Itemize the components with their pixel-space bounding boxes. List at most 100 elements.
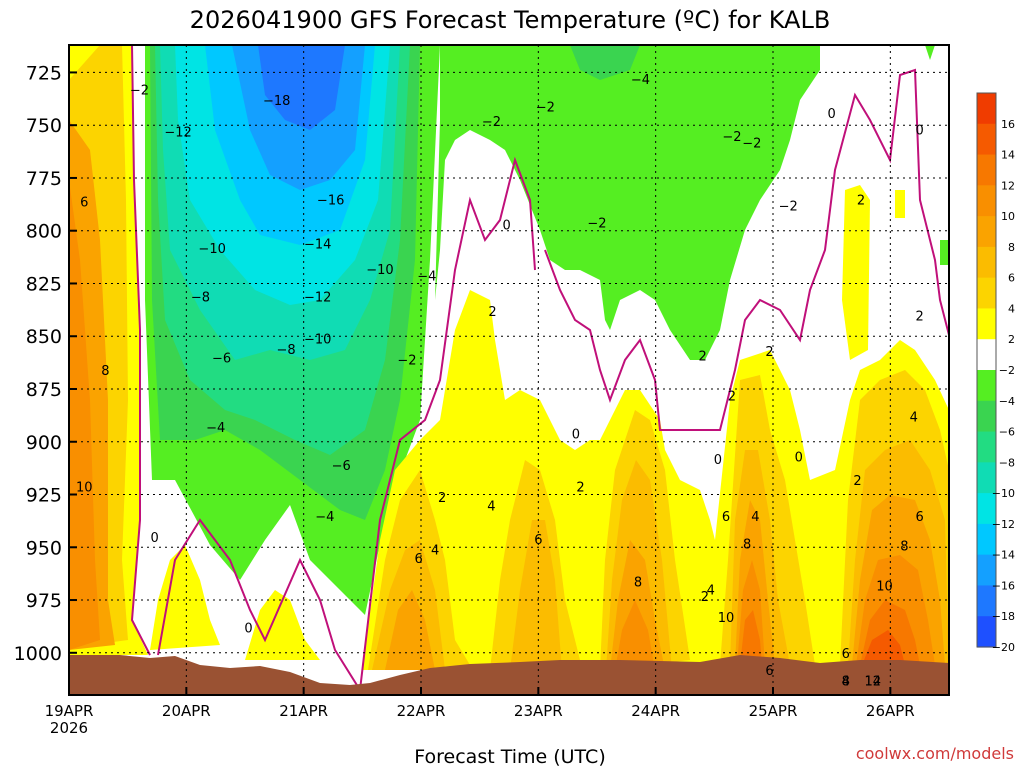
warm-region-west-10 — [69, 180, 100, 650]
x-tick-label: 19APR — [45, 702, 94, 720]
warm-lobe-14 — [862, 630, 905, 665]
colorbar-band — [977, 185, 996, 217]
colorbar: 16 14 12 10 8 6 4 2 −2 −4 −6 −8 −10 −12 −14 −16 −18 −20 — [976, 92, 1015, 654]
contour-label-text: −10 — [366, 263, 393, 278]
contour-label: −2 — [397, 354, 416, 369]
contour-label: 0 — [916, 124, 924, 139]
contour-label: 8 — [743, 537, 751, 552]
warm-patch-26b — [895, 190, 905, 218]
y-tick-label: 825 — [26, 273, 62, 295]
contour-label-text: 0 — [828, 107, 836, 122]
colorbar-band — [977, 246, 996, 279]
contour-label: 8 — [842, 674, 850, 689]
warm-lobe-6b — [510, 520, 562, 670]
y-tick-label: 850 — [26, 326, 62, 348]
y-tick-label: 925 — [26, 485, 62, 507]
contour-label: −2 — [130, 84, 149, 99]
contour-label: 2 — [857, 193, 865, 208]
colorbar-band — [977, 554, 996, 587]
warm-patch-26 — [842, 185, 870, 360]
contour-label: −6 — [332, 459, 351, 474]
contour-label: 2 — [728, 390, 736, 405]
contour-label-text: −8 — [276, 343, 295, 358]
colorbar-label: −18 — [992, 610, 1015, 623]
contour-label-text: −14 — [304, 238, 331, 253]
colorbar-label: 12 — [1001, 179, 1015, 192]
contour-label: −16 — [317, 193, 344, 208]
contour-label-text: 6 — [534, 533, 542, 548]
contour-label-text: −16 — [317, 193, 344, 208]
contour-label: −2 — [722, 130, 741, 145]
cold-region-16 — [258, 45, 345, 130]
contour-label-text: 2 — [853, 474, 861, 489]
y-tick-label: 750 — [26, 115, 62, 137]
colorbar-label: 4 — [1008, 302, 1015, 315]
contour-label: −18 — [263, 94, 290, 109]
contour-label-text: 8 — [101, 364, 109, 379]
contour-label-text: 2 — [438, 491, 446, 506]
x-tick-label: 25APR — [749, 702, 798, 720]
y-tick-label: 975 — [26, 590, 62, 612]
colorbar-label: −16 — [992, 579, 1015, 592]
contour-label: −2 — [536, 100, 555, 115]
contour-label-text: 6 — [765, 664, 773, 679]
contour-label-text: 6 — [722, 510, 730, 525]
cold-region-upper-right-2 — [925, 45, 935, 60]
colorbar-label: −20 — [992, 641, 1015, 654]
contour-label-text: 10 — [876, 579, 893, 594]
contour-label: −4 — [417, 269, 436, 284]
contour-label: −4 — [206, 421, 225, 436]
contour-label: −4 — [315, 510, 334, 525]
colorbar-frame — [976, 92, 997, 648]
contour-label: 4 — [751, 510, 759, 525]
contour-label: 8 — [900, 539, 908, 554]
colorbar-label: 6 — [1008, 272, 1015, 285]
contour-label-text: 0 — [244, 622, 252, 637]
credit-text[interactable]: coolwx.com/models — [856, 744, 1014, 763]
contour-label-text: −2 — [397, 354, 416, 369]
contour-label-text: 0 — [572, 428, 580, 443]
contour-label: 6 — [916, 510, 924, 525]
contour-label: 4 — [707, 584, 715, 599]
contour-label-text: 0 — [151, 531, 159, 546]
contour-label: 2 — [765, 345, 773, 360]
contour-label-text: −12 — [304, 290, 331, 305]
contour-label: −6 — [212, 352, 231, 367]
contour-label-text: 4 — [910, 411, 918, 426]
contour-label: −10 — [198, 242, 225, 257]
contour-label: −4 — [631, 73, 650, 88]
contour-label-text: 2 — [576, 480, 584, 495]
contour-label-text: 14 — [864, 674, 881, 689]
zero-contour-east — [544, 68, 949, 431]
cold-region-upper-4 — [570, 45, 640, 80]
warm-lobe-12 — [740, 610, 762, 665]
contour-label: −2 — [779, 200, 798, 215]
colorbar-band — [977, 493, 996, 525]
x-tick-sublabel: 2026 — [50, 719, 88, 737]
x-tick-label: 26APR — [866, 702, 915, 720]
contour-label-text: 4 — [487, 499, 495, 514]
contour-label-text: 6 — [80, 195, 88, 210]
contour-label: 6 — [415, 552, 423, 567]
contour-label-text: −6 — [332, 459, 351, 474]
contour-label: −14 — [304, 238, 331, 253]
colorbar-band — [977, 277, 996, 310]
contour-label: 2 — [853, 474, 861, 489]
contour-label-text: −2 — [536, 100, 555, 115]
contour-label: 14 — [864, 674, 881, 689]
cold-patch-r — [940, 240, 949, 265]
contour-label: 0 — [714, 453, 722, 468]
colorbar-band — [977, 339, 996, 371]
y-tick-label: 775 — [26, 168, 62, 190]
colorbar-label: 16 — [1001, 118, 1015, 131]
x-tick-label: 20APR — [162, 702, 211, 720]
contour-label: 2 — [576, 480, 584, 495]
colorbar-label: −14 — [992, 549, 1015, 562]
colorbar-label: −8 — [999, 456, 1015, 469]
contour-label-text: −4 — [417, 269, 436, 284]
contour-label: 2 — [438, 491, 446, 506]
contour-label: 4 — [431, 544, 439, 559]
contour-label: 6 — [842, 647, 850, 662]
